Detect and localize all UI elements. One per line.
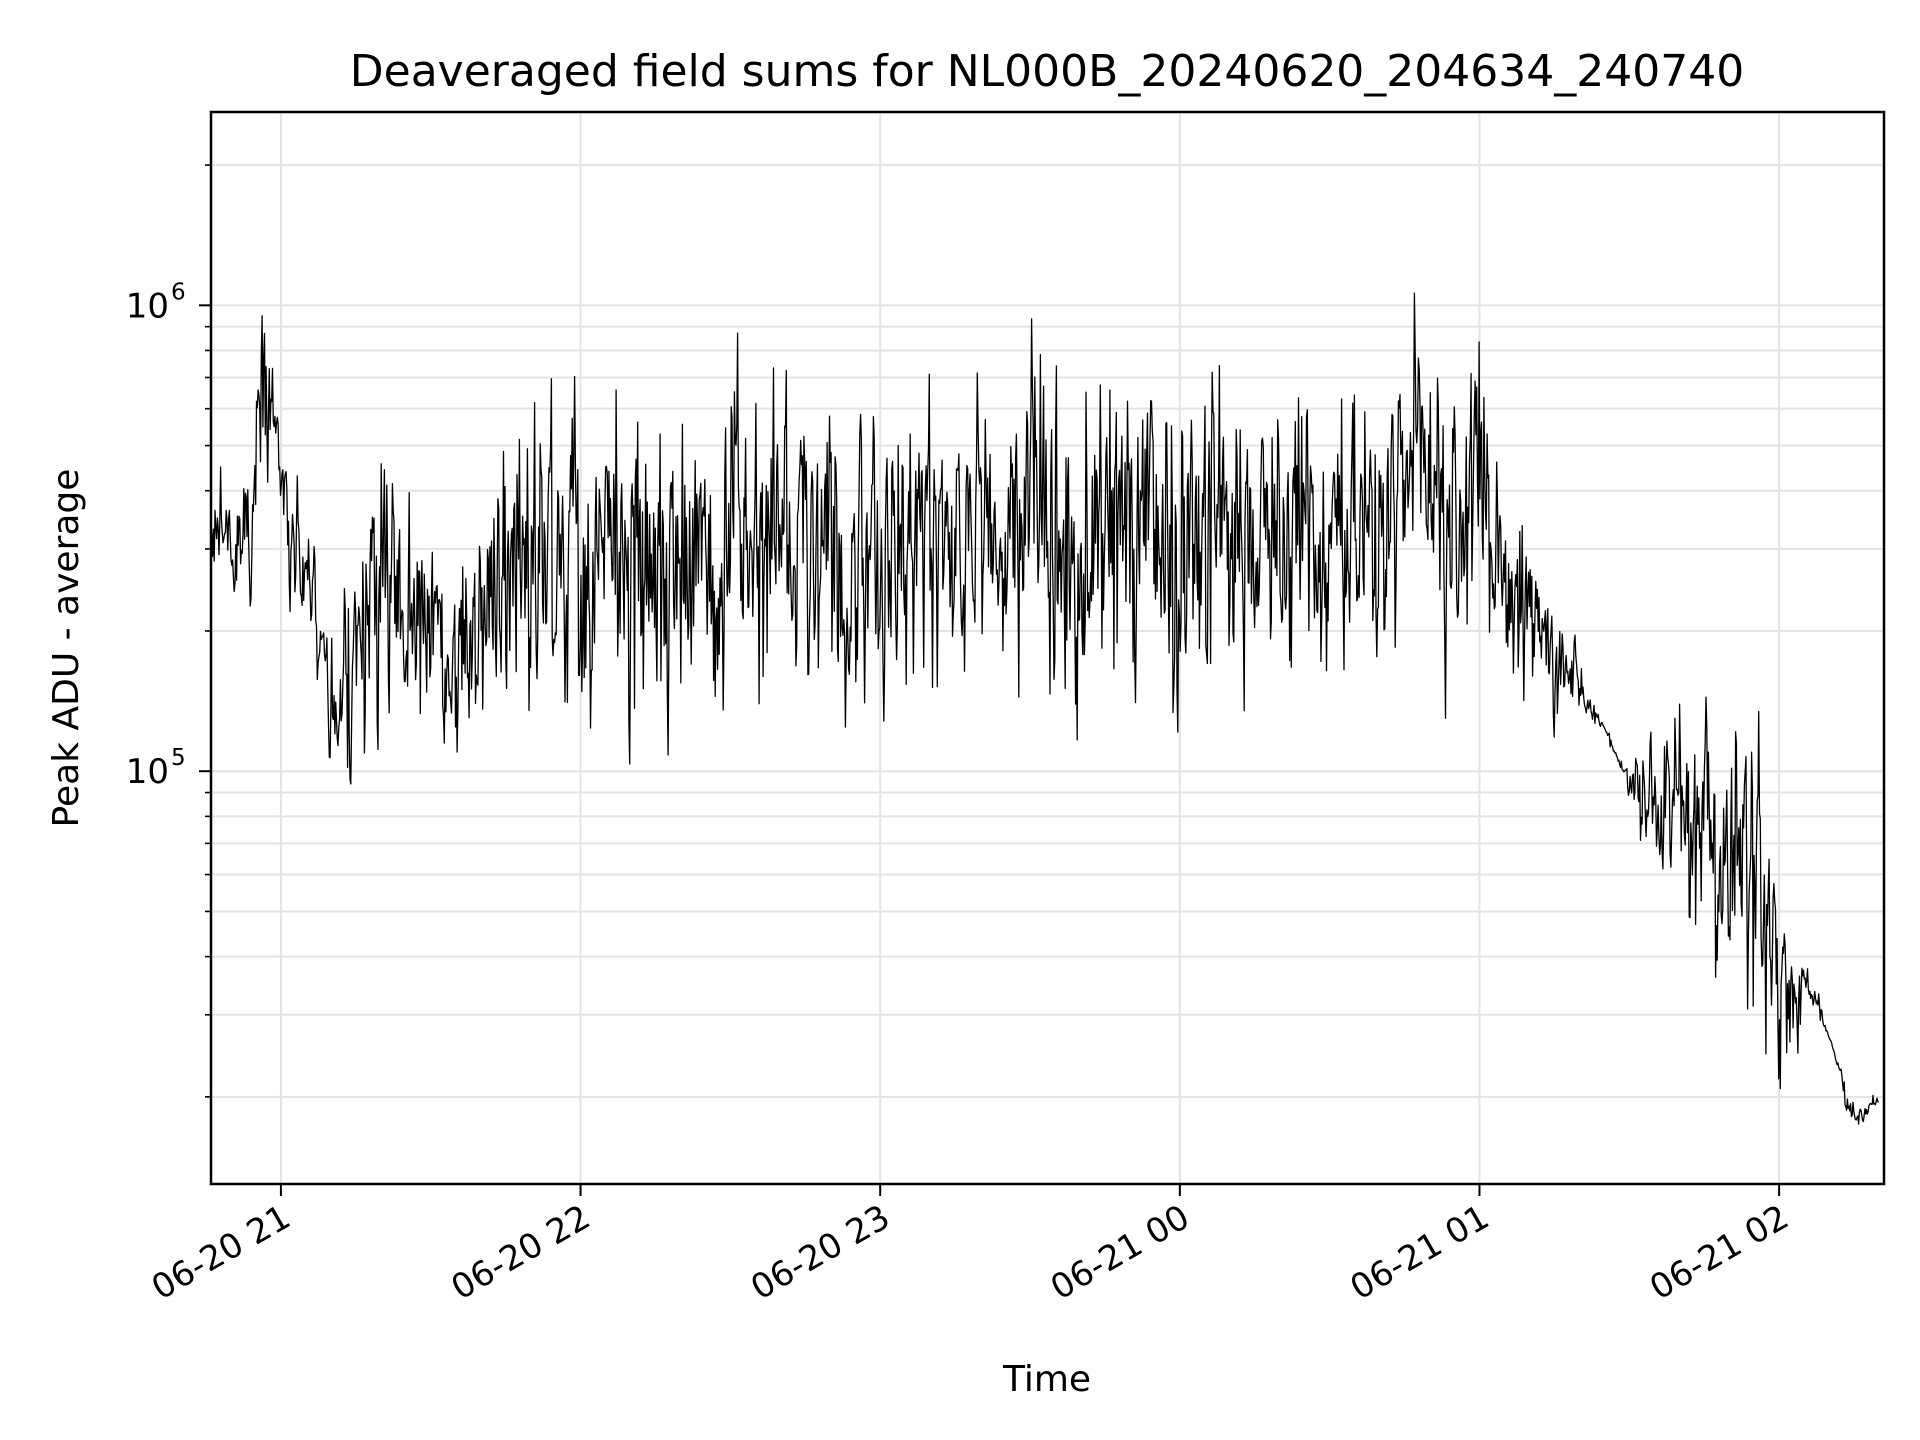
y-tick-label: 10 (126, 286, 169, 326)
y-axis-label: Peak ADU - average (46, 469, 87, 828)
y-tick-exponent: 6 (171, 279, 186, 305)
series-layer (210, 292, 1879, 1125)
x-axis-label: Time (1002, 1359, 1091, 1400)
y-tick-exponent: 5 (171, 745, 186, 771)
chart-title: Deaveraged field sums for NL000B_2024062… (350, 46, 1744, 97)
plot-frame (209, 110, 1886, 1186)
y-tick-label: 10 (126, 752, 169, 792)
series-line-0 (210, 292, 1879, 1125)
